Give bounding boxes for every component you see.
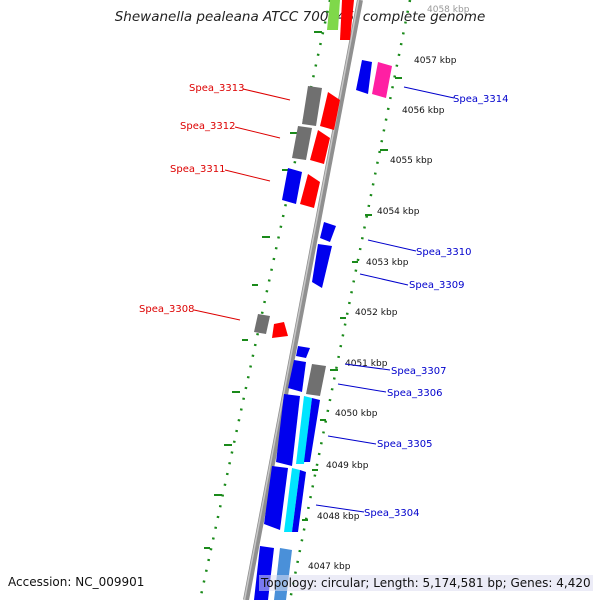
gene-spea_3308-gray xyxy=(254,314,270,334)
gene-spea_3313-red xyxy=(320,92,340,130)
gene-spea_3305-blue-2 xyxy=(304,398,320,462)
gene-spea_3310 xyxy=(320,222,336,242)
gene-spea_3306-gray xyxy=(306,364,326,396)
tick-label: 4047 kbp xyxy=(308,562,351,572)
tick-label: 4051 kbp xyxy=(345,359,388,369)
gene-spea_3305-cyan xyxy=(296,396,312,464)
gene-label-spea_3306: Spea_3306 xyxy=(387,388,442,399)
gc-skew-marks xyxy=(204,31,402,549)
gene-label-spea_3305: Spea_3305 xyxy=(377,439,432,450)
tick-label: 4050 kbp xyxy=(335,409,378,419)
tick-label: 4052 kbp xyxy=(355,308,398,318)
tick-label: 4058 kbp xyxy=(427,5,470,15)
gene-bottom-steelblue xyxy=(274,548,292,600)
tick-label: 4057 kbp xyxy=(414,56,457,66)
gene-spea_3311-blue xyxy=(282,168,302,204)
gene-top-green xyxy=(327,0,340,30)
gene-spea_3307 xyxy=(296,346,310,358)
tick-label: 4049 kbp xyxy=(326,461,369,471)
gene-spea_3304-blue-2 xyxy=(292,470,306,532)
tick-label: 4053 kbp xyxy=(366,258,409,268)
gene-spea_3314-pink xyxy=(372,62,392,98)
gene-label-spea_3308: Spea_3308 xyxy=(139,304,194,315)
gene-label-spea_3312: Spea_3312 xyxy=(180,121,235,132)
gene-label-spea_3304: Spea_3304 xyxy=(364,508,419,519)
gene-spea_3305-blue xyxy=(276,394,300,466)
gene-spea_3312-gray xyxy=(292,126,312,160)
gene-spea_3306-blue xyxy=(288,360,306,392)
gene-label-spea_3307: Spea_3307 xyxy=(391,366,446,377)
gene-spea_3314-reverse xyxy=(356,60,372,94)
gene-spea_3315-forward xyxy=(340,0,354,40)
genome-summary: Topology: circular; Length: 5,174,581 bp… xyxy=(259,575,593,591)
gene-label-spea_3311: Spea_3311 xyxy=(170,164,225,175)
gene-spea_3304-blue xyxy=(264,466,288,530)
map-title: Shewanella pealeana ATCC 700345, complet… xyxy=(114,9,486,25)
gene-features xyxy=(254,0,392,600)
gene-spea_3309 xyxy=(312,244,332,288)
tick-label: 4056 kbp xyxy=(402,106,445,116)
accession-label: Accession: NC_009901 xyxy=(8,575,145,589)
right-gene-labels: Spea_3314 Spea_3310 Spea_3309 Spea_3307 … xyxy=(315,86,508,519)
gene-label-spea_3314: Spea_3314 xyxy=(453,94,508,105)
gene-label-spea_3310: Spea_3310 xyxy=(416,247,471,258)
genome-backbone-highlight xyxy=(243,0,360,600)
tick-label: 4055 kbp xyxy=(390,156,433,166)
gene-spea_3311-red xyxy=(300,174,320,208)
gene-label-spea_3313: Spea_3313 xyxy=(189,83,244,94)
gene-spea_3304-cyan xyxy=(284,468,300,532)
gene-spea_3312-red xyxy=(310,130,330,164)
gene-spea_3313-gray xyxy=(302,86,322,126)
kbp-ticks: 4058 kbp 4057 kbp 4056 kbp 4055 kbp 4054… xyxy=(308,5,470,572)
tick-label: 4048 kbp xyxy=(317,512,360,522)
genome-backbone xyxy=(243,0,363,600)
gene-label-spea_3309: Spea_3309 xyxy=(409,280,464,291)
gene-spea_3308-red xyxy=(272,322,288,338)
left-gene-labels: Spea_3313 Spea_3312 Spea_3311 Spea_3308 xyxy=(139,83,291,321)
tick-label: 4054 kbp xyxy=(377,207,420,217)
